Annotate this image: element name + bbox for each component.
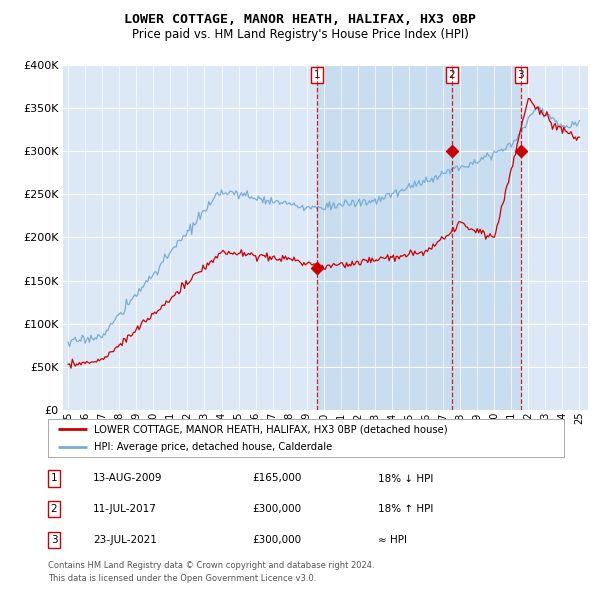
Text: Contains HM Land Registry data © Crown copyright and database right 2024.: Contains HM Land Registry data © Crown c… [48, 561, 374, 571]
Text: 3: 3 [517, 70, 524, 80]
Text: £300,000: £300,000 [252, 535, 301, 545]
Text: 1: 1 [314, 70, 320, 80]
Text: This data is licensed under the Open Government Licence v3.0.: This data is licensed under the Open Gov… [48, 574, 316, 584]
Text: 2: 2 [449, 70, 455, 80]
Text: 1: 1 [50, 474, 58, 483]
Text: ≈ HPI: ≈ HPI [378, 535, 407, 545]
Text: Price paid vs. HM Land Registry's House Price Index (HPI): Price paid vs. HM Land Registry's House … [131, 28, 469, 41]
Text: 18% ↓ HPI: 18% ↓ HPI [378, 474, 433, 483]
Text: 11-JUL-2017: 11-JUL-2017 [93, 504, 157, 514]
Text: 2: 2 [50, 504, 58, 514]
Text: LOWER COTTAGE, MANOR HEATH, HALIFAX, HX3 0BP (detached house): LOWER COTTAGE, MANOR HEATH, HALIFAX, HX3… [94, 424, 448, 434]
Text: HPI: Average price, detached house, Calderdale: HPI: Average price, detached house, Cald… [94, 442, 332, 452]
Text: 13-AUG-2009: 13-AUG-2009 [93, 474, 163, 483]
Text: £165,000: £165,000 [252, 474, 301, 483]
Text: LOWER COTTAGE, MANOR HEATH, HALIFAX, HX3 0BP: LOWER COTTAGE, MANOR HEATH, HALIFAX, HX3… [124, 13, 476, 26]
Bar [317, 65, 521, 410]
Text: 18% ↑ HPI: 18% ↑ HPI [378, 504, 433, 514]
Text: 3: 3 [50, 535, 58, 545]
Text: £300,000: £300,000 [252, 504, 301, 514]
Text: 23-JUL-2021: 23-JUL-2021 [93, 535, 157, 545]
